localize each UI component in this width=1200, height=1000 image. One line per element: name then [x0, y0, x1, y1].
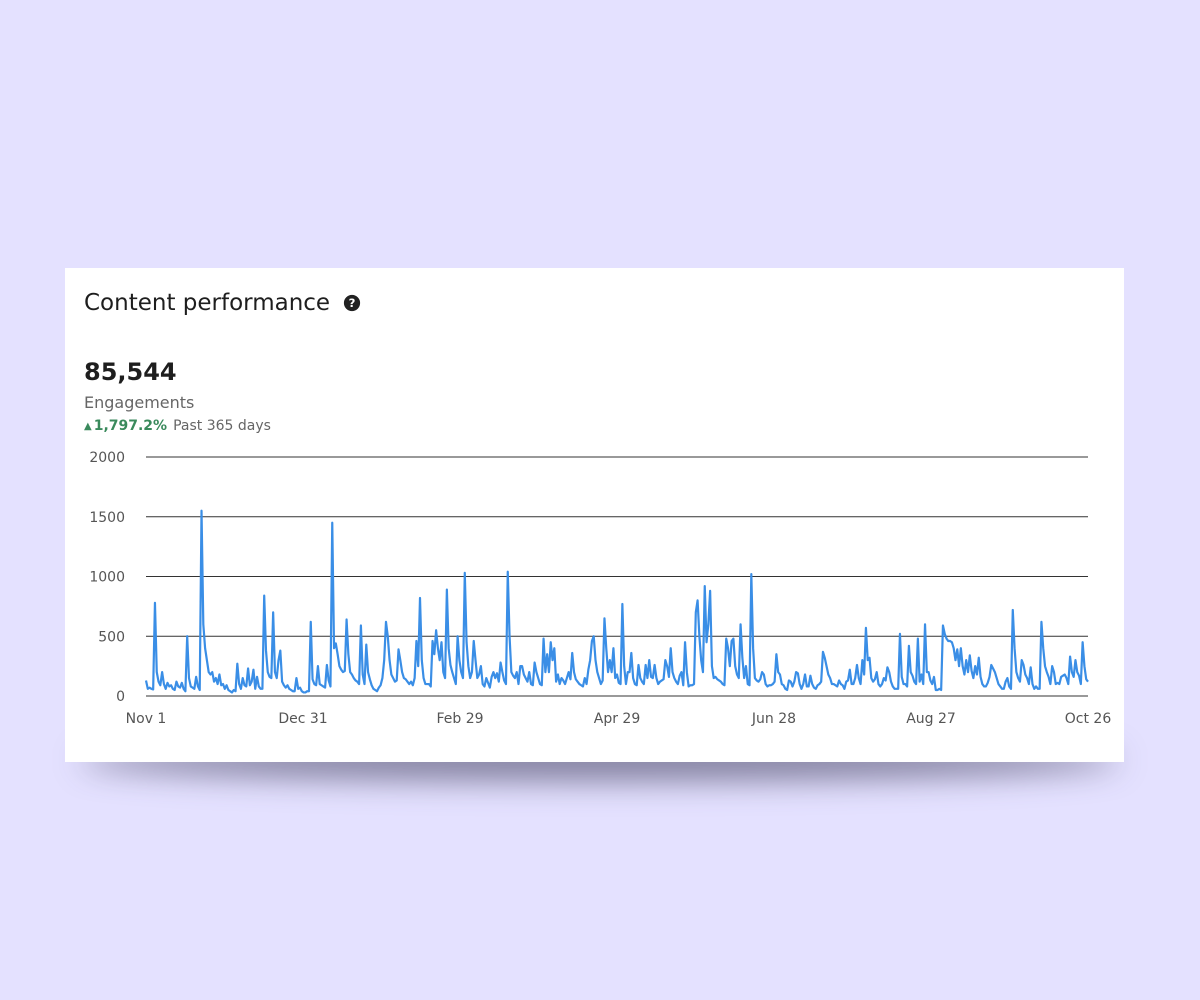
x-tick-label: Oct 26	[1065, 711, 1112, 727]
x-tick-label: Aug 27	[906, 711, 956, 727]
y-tick-label: 1000	[89, 570, 125, 586]
y-axis-labels: 0 500 1000 1500 2000	[89, 450, 125, 705]
content-performance-card: Content performance ? 85,544 Engagements…	[65, 268, 1124, 762]
change-percent: 1,797.2%	[93, 418, 168, 434]
y-tick-label: 500	[98, 629, 125, 645]
question-circle-icon[interactable]: ?	[343, 294, 361, 312]
x-tick-label: Jun 28	[751, 711, 796, 727]
triangle-up-icon: ▲	[84, 420, 92, 432]
engagements-label: Engagements	[84, 393, 195, 412]
x-tick-label: Dec 31	[278, 711, 327, 727]
x-tick-label: Apr 29	[594, 711, 640, 727]
change-period: Past 365 days	[173, 418, 271, 434]
series-layer	[144, 509, 1089, 694]
engagements-value: 85,544	[84, 358, 177, 386]
x-tick-label: Nov 1	[126, 711, 167, 727]
card-title: Content performance	[84, 290, 331, 316]
y-tick-label: 0	[116, 689, 125, 705]
engagements-series-line	[144, 509, 1089, 694]
change-row: ▲ 1,797.2% Past 365 days	[84, 418, 271, 434]
svg-text:?: ?	[349, 296, 356, 310]
x-tick-label: Feb 29	[436, 711, 483, 727]
y-tick-label: 2000	[89, 450, 125, 466]
gridlines	[146, 456, 1088, 697]
title-row: Content performance ?	[84, 290, 361, 316]
x-axis-labels: Nov 1 Dec 31 Feb 29 Apr 29 Jun 28 Aug 27 Oct 2…	[126, 711, 1112, 727]
y-tick-label: 1500	[89, 510, 125, 526]
engagements-line-chart: 0 500 1000 1500 2000 Nov 1 Dec 31 Feb 29 Apr 29…	[89, 450, 1112, 727]
